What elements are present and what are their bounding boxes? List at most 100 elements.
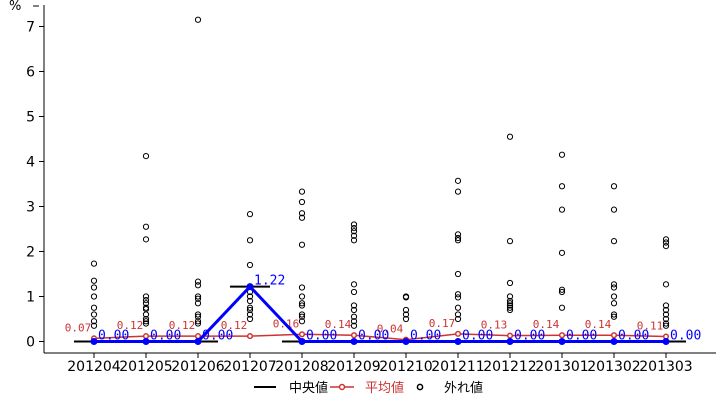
median-point: [662, 338, 670, 345]
mean-series: 0.07 0.12 0.12 0.12 0.16 0.14 0.04 0.17 0.13 0.14…: [65, 317, 670, 343]
x-tick-label: 201210: [379, 359, 432, 375]
outlier-point: [558, 151, 566, 158]
outlier-point: [662, 315, 670, 323]
outlier-point: [506, 279, 514, 287]
median-data-label: 0.00: [358, 329, 389, 344]
outlier-point: [142, 320, 150, 327]
outlier-point: [142, 300, 150, 307]
mean-point: [610, 332, 618, 339]
outlier-point: [454, 270, 462, 278]
median-point: [558, 338, 566, 345]
outlier-point: [558, 183, 566, 190]
median-line: [94, 284, 666, 343]
legend-label: 外れ値: [444, 380, 483, 396]
y-tick-label: 1: [26, 290, 35, 306]
outlier-point: [610, 281, 618, 288]
outlier-point: [90, 293, 98, 300]
x-tick-label: 201204: [67, 359, 121, 375]
y-tick-label: 3: [26, 200, 35, 216]
outlier-point: [298, 284, 306, 291]
median-point: [610, 338, 618, 345]
y-tick-label: 0: [26, 335, 35, 351]
outlier-point: [454, 234, 462, 242]
outlier-point: [402, 315, 410, 323]
outlier-point: [246, 315, 254, 323]
median-point: [194, 338, 202, 345]
median-data-label: 0.00: [618, 329, 649, 344]
outlier-point: [558, 286, 566, 293]
median-point: [350, 338, 358, 345]
mean-data-label: 0.04: [377, 323, 404, 336]
median-data-label: 0.00: [670, 329, 701, 344]
outlier-point: [194, 282, 202, 289]
x-tick-label: 201209: [327, 359, 380, 375]
outlier-point: [662, 281, 670, 288]
outlier-point: [506, 293, 514, 300]
mean-point: [558, 332, 566, 339]
outlier-point: [610, 183, 618, 190]
outlier-point: [194, 300, 202, 307]
outlier-point: [506, 300, 514, 307]
outlier-point: [298, 293, 306, 300]
mean-point: [246, 333, 254, 340]
median-data-label: 1.22: [254, 274, 285, 289]
outlier-point: [298, 318, 306, 325]
x-tick-label: 201206: [171, 359, 225, 375]
median-data-label: 0.00: [514, 329, 545, 344]
outlier-point: [298, 313, 306, 320]
mean-data-label: 0.07: [65, 321, 92, 334]
outlier-point: [350, 225, 358, 232]
outlier-point: [506, 304, 514, 311]
x-tick-label: 201303: [639, 359, 692, 375]
outlier-point: [350, 302, 358, 309]
outlier-point: [454, 237, 462, 244]
legend-swatch-mean-marker: [338, 383, 346, 391]
y-tick-label: 2: [26, 245, 35, 261]
outlier-point: [142, 153, 150, 160]
outlier-point: [662, 306, 670, 314]
legend: 中央値 平均値 外れ値: [254, 380, 483, 396]
y-tick-label: 4: [26, 155, 35, 171]
outlier-point: [194, 16, 202, 23]
mean-data-label: 0.13: [481, 319, 508, 332]
legend-item: 中央値: [254, 380, 328, 396]
outlier-point: [194, 278, 202, 285]
median-point: [506, 338, 514, 345]
median-point: [402, 338, 410, 345]
outlier-point: [454, 304, 462, 311]
outlier-point: [90, 304, 98, 311]
outlier-point: [558, 206, 566, 213]
outlier-point: [298, 214, 306, 221]
outlier-point: [90, 311, 98, 318]
outlier-point: [194, 318, 202, 325]
outlier-point: [350, 281, 358, 288]
x-tick-label: 201302: [587, 359, 640, 375]
median-point: [90, 338, 98, 345]
outlier-point: [402, 306, 410, 314]
outlier-point: [610, 300, 618, 307]
outlier-point: [350, 318, 358, 325]
outlier-point: [610, 238, 618, 245]
axes: %012345672012042012052012062012072012082…: [9, 0, 716, 375]
median-data-label: 0.00: [410, 329, 441, 344]
outlier-point: [194, 313, 202, 320]
mean-point: [142, 333, 150, 340]
x-tick-label: 201211: [431, 359, 484, 375]
outlier-point: [298, 300, 306, 307]
outlier-point: [558, 304, 566, 311]
outlier-point: [142, 223, 150, 230]
mean-line: [93, 333, 667, 341]
median-data-label: 0.00: [202, 329, 233, 344]
outlier-point: [298, 198, 306, 206]
outlier-point: [454, 291, 462, 298]
outlier-point: [610, 311, 618, 318]
outlier-point: [454, 294, 462, 301]
outlier-point: [402, 294, 410, 301]
outlier-point: [298, 311, 306, 318]
legend-item: 外れ値: [416, 380, 483, 396]
outlier-point: [142, 315, 150, 323]
outlier-point: [142, 311, 150, 318]
outlier-point: [350, 237, 358, 244]
median-data-label: 0.00: [566, 329, 597, 344]
mean-data-label: 0.12: [117, 319, 144, 332]
